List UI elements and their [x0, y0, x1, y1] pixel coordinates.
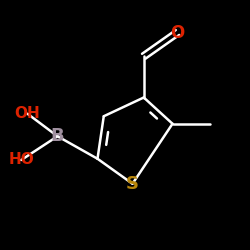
Text: S: S: [126, 175, 139, 193]
Text: OH: OH: [14, 106, 40, 121]
Text: O: O: [170, 24, 184, 42]
Text: B: B: [51, 127, 64, 145]
Text: HO: HO: [8, 152, 34, 168]
